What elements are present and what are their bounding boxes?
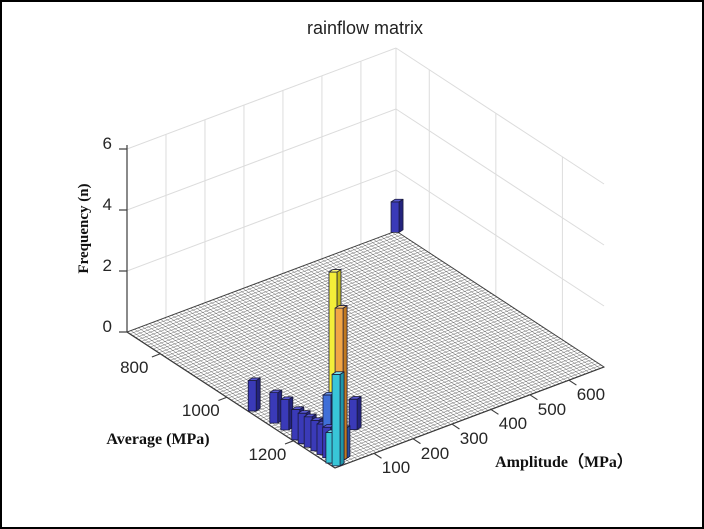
x-tick-mark (412, 438, 421, 445)
z-tick-label: 4 (102, 195, 112, 214)
z-tick-label: 2 (102, 256, 112, 275)
mesh-line (380, 236, 590, 373)
x-tick-mark (373, 452, 382, 459)
x-tick-label: 100 (381, 458, 411, 478)
y-tick-mark (218, 396, 228, 401)
z-tick-label: 6 (102, 134, 112, 153)
z-axis-label: Frequency (n) (76, 183, 92, 274)
mesh-line (388, 233, 597, 370)
bar-darkblue-f1 (348, 396, 362, 431)
x-tick-label: 600 (576, 385, 606, 405)
wall-gridline (395, 47, 605, 185)
mesh-line (366, 242, 575, 379)
x-axis-line (334, 366, 605, 469)
mesh-line (358, 244, 567, 382)
z-tick-label: 0 (102, 317, 112, 336)
y-axis-label: Average (MPa) (106, 431, 210, 448)
y-axis-line (126, 331, 336, 469)
bar-cyan-f3 (331, 371, 345, 467)
mesh-line (373, 239, 582, 376)
mesh-line (362, 243, 571, 380)
mesh-line (351, 247, 560, 384)
wall-gridline (395, 169, 605, 307)
mesh-line (384, 235, 593, 372)
chart-title: rainflow matrix (306, 18, 424, 38)
bar-darkblue-f1 (390, 198, 404, 233)
x-tick-mark (568, 379, 577, 386)
bar-darkblue-f1 (269, 389, 283, 424)
wall-gridline (126, 47, 397, 150)
wall-gridline (126, 108, 397, 211)
mesh-line (320, 357, 590, 459)
mesh-line (306, 347, 576, 450)
x-tick-mark (490, 408, 499, 415)
mesh-line (323, 359, 593, 461)
y-tick-mark (284, 440, 294, 445)
mesh-line (369, 240, 578, 377)
x-tick-label: 400 (498, 414, 528, 434)
y-tick-label: 1000 (181, 401, 220, 421)
mesh-line (326, 361, 596, 463)
bar-darkblue-f1 (247, 377, 261, 412)
mesh-line (332, 364, 602, 467)
y-tick-label: 1200 (248, 444, 287, 464)
mesh-line (311, 351, 581, 454)
mesh-line (317, 355, 587, 457)
y-tick-label: 800 (120, 357, 149, 377)
wall-gridline (126, 169, 397, 272)
mesh-line (329, 363, 599, 465)
mesh-line (354, 246, 563, 383)
x-axis-label: Amplitude（MPa） (495, 454, 633, 471)
x-tick-mark (451, 423, 460, 430)
mesh-line (308, 349, 579, 452)
mesh-line (314, 353, 584, 455)
mesh-line (377, 237, 586, 375)
x-tick-mark (529, 394, 538, 401)
x-tick-label: 200 (420, 443, 450, 463)
x-tick-label: 300 (459, 429, 489, 449)
y-tick-mark (151, 353, 161, 358)
x-tick-label: 500 (537, 399, 567, 419)
bar-darkblue-f1 (280, 396, 294, 431)
wall-gridline (395, 108, 605, 246)
mesh-line (392, 232, 601, 369)
